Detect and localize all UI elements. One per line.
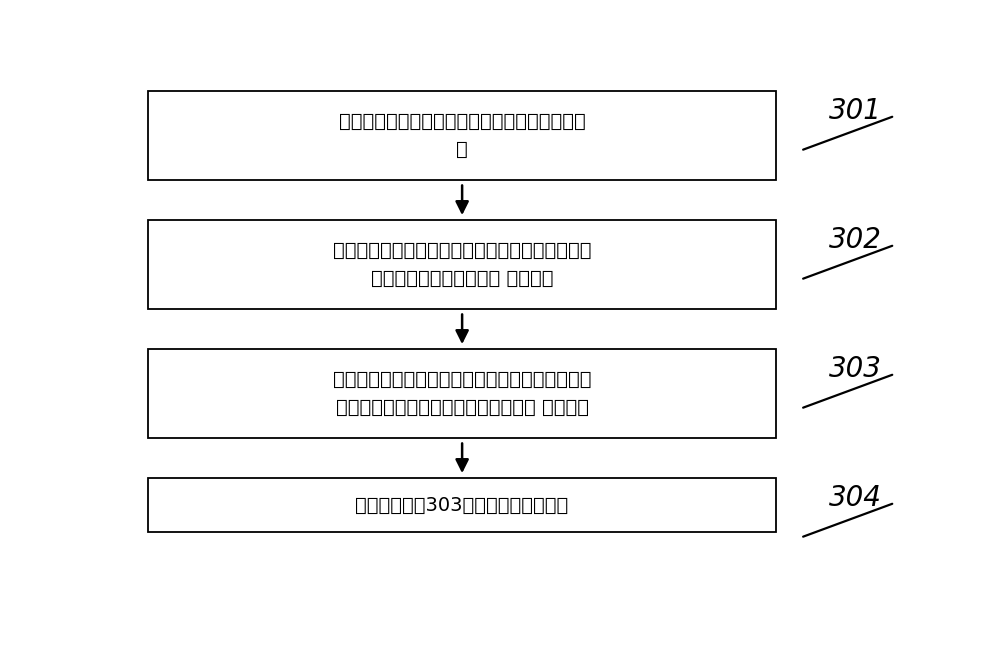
Bar	[148, 221, 776, 309]
Bar	[148, 350, 776, 438]
Text: 基于输入电压及传递函数的分解式，进行初始时刻
的状态变量及输出电压的 牛顿迭代: 基于输入电压及传递函数的分解式，进行初始时刻 的状态变量及输出电压的 牛顿迭代	[333, 241, 591, 288]
Bar	[148, 478, 776, 532]
Bar	[148, 91, 776, 180]
Text: 获取传递函数的分解式，并确定激励函数的表达
式: 获取传递函数的分解式，并确定激励函数的表达 式	[339, 112, 586, 159]
Text: 302: 302	[829, 225, 882, 254]
Text: 303: 303	[829, 355, 882, 382]
Text: 基于上一时刻的状态变量和当前时刻的输入电压，
进行当前时刻的状态变量及输出电压的 牛顿迭代: 基于上一时刻的状态变量和当前时刻的输入电压， 进行当前时刻的状态变量及输出电压的…	[333, 371, 591, 417]
Text: 301: 301	[829, 97, 882, 125]
Text: 304: 304	[829, 484, 882, 512]
Text: 重复执行步骤303，直至仿真终止时刻: 重复执行步骤303，直至仿真终止时刻	[356, 495, 569, 514]
